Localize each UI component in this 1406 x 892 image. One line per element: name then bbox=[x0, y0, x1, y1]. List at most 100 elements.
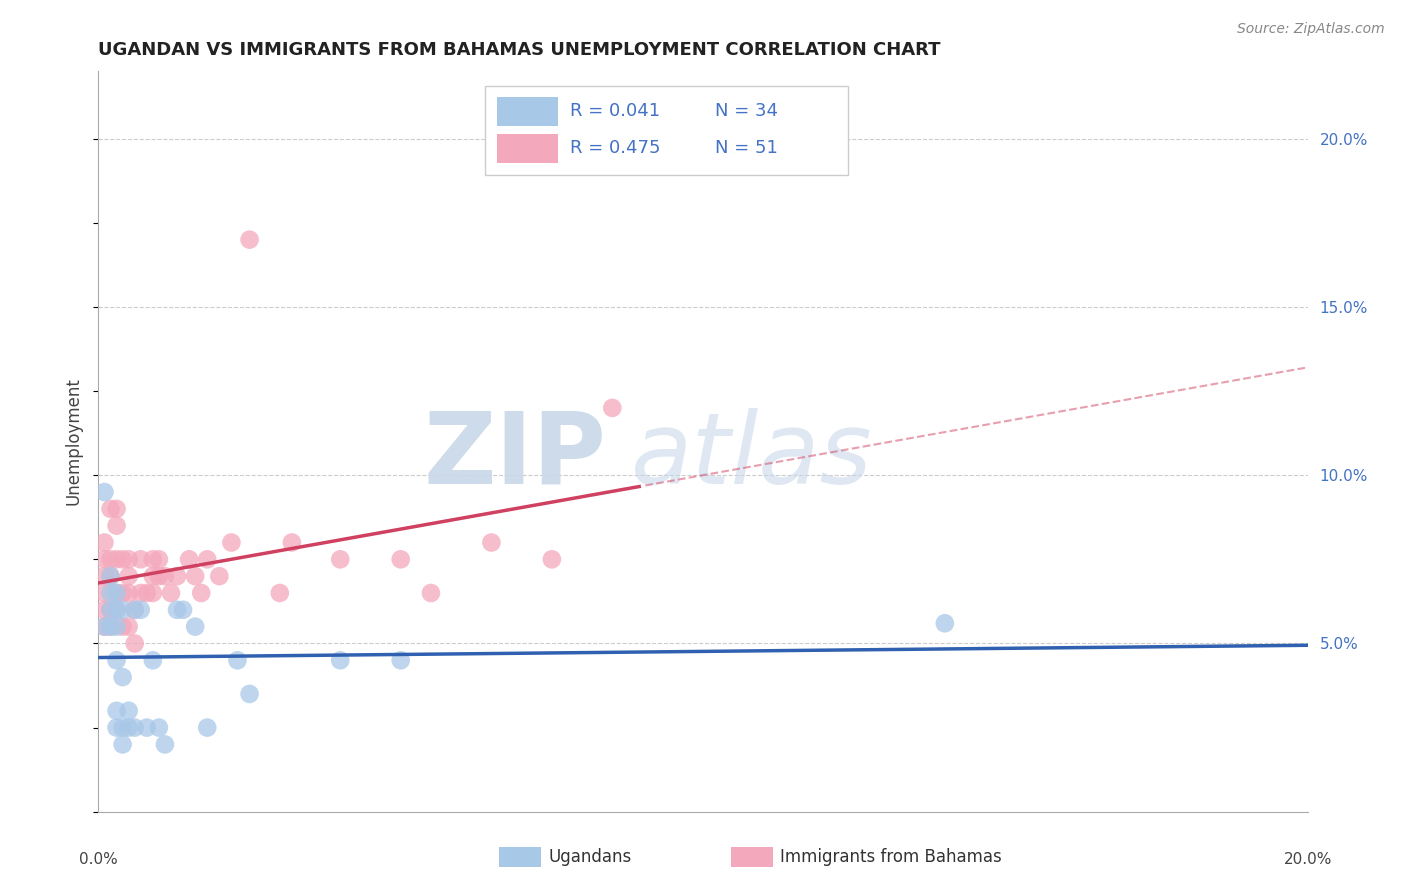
Bar bbox=[498, 134, 558, 163]
Point bbox=[100, 603, 122, 617]
Point bbox=[93, 485, 115, 500]
Y-axis label: Unemployment: Unemployment bbox=[65, 377, 83, 506]
Point bbox=[100, 501, 122, 516]
Point bbox=[111, 552, 134, 566]
Point bbox=[118, 721, 141, 735]
Point bbox=[105, 552, 128, 566]
Point bbox=[129, 586, 152, 600]
Text: UGANDAN VS IMMIGRANTS FROM BAHAMAS UNEMPLOYMENT CORRELATION CHART: UGANDAN VS IMMIGRANTS FROM BAHAMAS UNEMP… bbox=[98, 41, 941, 59]
Point bbox=[105, 603, 128, 617]
Point bbox=[329, 653, 352, 667]
Point bbox=[329, 552, 352, 566]
Text: Ugandans: Ugandans bbox=[548, 848, 631, 866]
Point bbox=[195, 721, 218, 735]
Point bbox=[179, 552, 201, 566]
Point bbox=[153, 738, 176, 752]
Point bbox=[93, 535, 115, 549]
Text: N = 34: N = 34 bbox=[716, 103, 778, 120]
Point bbox=[100, 569, 122, 583]
Point bbox=[93, 569, 115, 583]
Point bbox=[111, 721, 134, 735]
Point bbox=[148, 721, 170, 735]
Point bbox=[160, 586, 183, 600]
Point bbox=[118, 586, 141, 600]
Point bbox=[100, 603, 122, 617]
Point bbox=[281, 535, 304, 549]
Point bbox=[124, 603, 146, 617]
Point bbox=[129, 603, 152, 617]
Point bbox=[105, 501, 128, 516]
Point bbox=[148, 569, 170, 583]
Point bbox=[118, 704, 141, 718]
Point bbox=[100, 619, 122, 633]
Point bbox=[100, 619, 122, 633]
Point bbox=[93, 552, 115, 566]
Point bbox=[226, 653, 249, 667]
Text: R = 0.041: R = 0.041 bbox=[569, 103, 661, 120]
Text: 0.0%: 0.0% bbox=[79, 852, 118, 867]
Point bbox=[148, 552, 170, 566]
Point bbox=[153, 569, 176, 583]
Point bbox=[420, 586, 443, 600]
Text: N = 51: N = 51 bbox=[716, 139, 778, 157]
Point bbox=[239, 687, 262, 701]
Bar bbox=[498, 96, 558, 126]
Point bbox=[239, 233, 262, 247]
Point bbox=[118, 552, 141, 566]
Point bbox=[184, 619, 207, 633]
Point bbox=[934, 616, 956, 631]
Point bbox=[111, 586, 134, 600]
Point bbox=[142, 653, 165, 667]
Point bbox=[184, 569, 207, 583]
Text: atlas: atlas bbox=[630, 408, 872, 505]
Point bbox=[93, 619, 115, 633]
Point bbox=[269, 586, 291, 600]
Point bbox=[93, 586, 115, 600]
Point bbox=[481, 535, 503, 549]
Point bbox=[105, 619, 128, 633]
Point bbox=[129, 552, 152, 566]
Text: R = 0.475: R = 0.475 bbox=[569, 139, 661, 157]
Point bbox=[124, 636, 146, 650]
Point bbox=[166, 603, 188, 617]
Point bbox=[111, 619, 134, 633]
Point bbox=[118, 619, 141, 633]
Text: Source: ZipAtlas.com: Source: ZipAtlas.com bbox=[1237, 22, 1385, 37]
Point bbox=[190, 586, 212, 600]
Point bbox=[100, 586, 122, 600]
Point bbox=[124, 603, 146, 617]
Point bbox=[100, 569, 122, 583]
Point bbox=[105, 518, 128, 533]
Point bbox=[105, 586, 128, 600]
Point bbox=[135, 586, 157, 600]
Point bbox=[124, 721, 146, 735]
Point bbox=[111, 738, 134, 752]
Point bbox=[540, 552, 562, 566]
Point bbox=[195, 552, 218, 566]
Point bbox=[118, 569, 141, 583]
Point bbox=[111, 603, 134, 617]
Text: 20.0%: 20.0% bbox=[1284, 852, 1331, 867]
Point bbox=[172, 603, 194, 617]
Text: ZIP: ZIP bbox=[423, 408, 606, 505]
Point bbox=[105, 704, 128, 718]
Point bbox=[142, 586, 165, 600]
Point bbox=[389, 653, 412, 667]
Point bbox=[105, 721, 128, 735]
Point bbox=[105, 603, 128, 617]
Text: Immigrants from Bahamas: Immigrants from Bahamas bbox=[780, 848, 1002, 866]
Point bbox=[166, 569, 188, 583]
Point bbox=[111, 670, 134, 684]
Point bbox=[93, 619, 115, 633]
Point bbox=[602, 401, 624, 415]
Point bbox=[100, 552, 122, 566]
Point bbox=[208, 569, 231, 583]
Point bbox=[142, 552, 165, 566]
Point bbox=[142, 569, 165, 583]
Point bbox=[221, 535, 243, 549]
Point bbox=[389, 552, 412, 566]
Point bbox=[105, 586, 128, 600]
Point bbox=[135, 721, 157, 735]
Point bbox=[93, 603, 115, 617]
FancyBboxPatch shape bbox=[485, 87, 848, 175]
